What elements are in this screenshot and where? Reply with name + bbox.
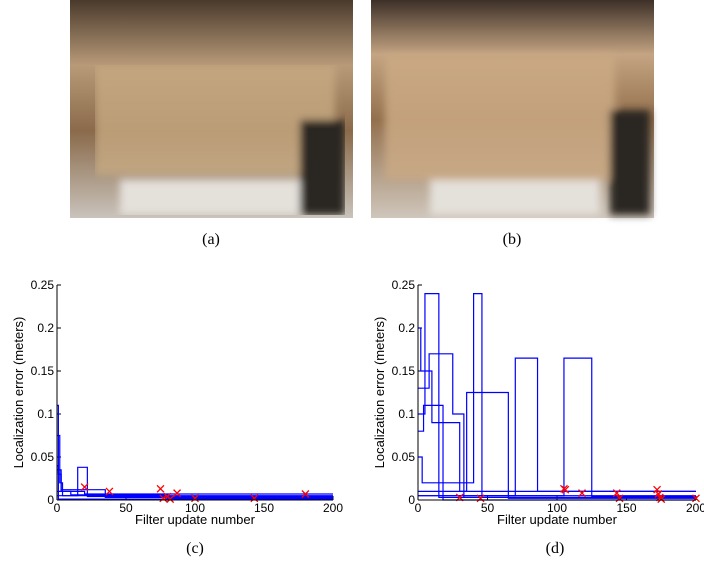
trial-line [418, 293, 696, 497]
y-tick-label: 0.1 [398, 407, 415, 421]
marker-stroke [156, 484, 165, 493]
marker-stroke [692, 494, 700, 503]
charts: 0 50 100 150 200 0 0.05 0.1 0.15 0.2 0.25 Filter up… [11, 278, 704, 527]
marker-stroke [612, 489, 621, 498]
end-marker [80, 483, 89, 492]
x-tick-label: 50 [481, 501, 495, 515]
photo-a [70, 0, 353, 218]
trial-line [57, 469, 333, 499]
trial-line [418, 353, 696, 499]
marker-stroke [615, 494, 624, 503]
marker-stroke [80, 483, 89, 492]
end-marker [166, 495, 175, 504]
end-marker [173, 489, 182, 498]
end-marker [476, 494, 485, 503]
end-marker [250, 494, 259, 503]
trial-line [418, 391, 696, 499]
end-marker [692, 494, 700, 503]
end-marker [653, 485, 662, 494]
y-tick-label: 0 [47, 493, 54, 507]
x-tick-label: 200 [686, 501, 704, 515]
marker-stroke [301, 490, 310, 498]
y-tick-label: 0.2 [37, 321, 54, 335]
caption: (b) [503, 231, 522, 248]
caption: (c) [186, 540, 204, 557]
y-axis-label: Localization error (meters) [372, 317, 387, 469]
y-tick-label: 0 [408, 493, 415, 507]
marker-stroke [653, 485, 662, 494]
y-tick-label: 0.05 [392, 450, 416, 464]
marker-stroke [654, 490, 663, 498]
marker-stroke [105, 487, 114, 496]
end-marker [578, 489, 586, 498]
end-marker [615, 494, 624, 503]
marker-stroke [159, 494, 168, 503]
photo-b [371, 0, 654, 218]
trial-line [57, 466, 333, 498]
x-tick-label: 50 [119, 501, 133, 515]
end-marker [105, 487, 114, 496]
trial-line [418, 327, 696, 492]
marker-stroke [657, 495, 666, 504]
y-axis-label: Localization error (meters) [11, 317, 26, 469]
x-tick-label: 200 [323, 501, 343, 515]
marker-stroke [191, 494, 199, 503]
x-tick-label: 0 [415, 501, 422, 515]
marker-stroke [561, 485, 570, 494]
caption: (d) [546, 540, 565, 557]
marker-stroke [476, 494, 485, 503]
end-marker [156, 484, 165, 493]
end-marker [159, 494, 168, 503]
caption: (a) [202, 231, 220, 248]
end-marker [657, 495, 666, 504]
y-tick-label: 0.15 [392, 364, 416, 378]
y-tick-label: 0.15 [31, 364, 55, 378]
x-tick-label: 0 [54, 501, 61, 515]
x-tick-label: 100 [547, 501, 567, 515]
trial-line [418, 357, 696, 498]
marker-stroke [173, 489, 182, 498]
y-tick-label: 0.1 [37, 407, 54, 421]
end-marker [301, 490, 310, 498]
x-tick-label: 100 [185, 501, 205, 515]
marker-stroke [250, 494, 259, 503]
marker-stroke [578, 489, 586, 498]
x-tick-label: 150 [616, 501, 636, 515]
y-tick-label: 0.25 [31, 278, 55, 292]
end-marker [191, 494, 199, 503]
x-axis-label: Filter update number [135, 512, 256, 527]
y-tick-label: 0.05 [31, 450, 55, 464]
trial-line [57, 404, 333, 495]
end-marker [612, 489, 621, 498]
y-tick-label: 0.25 [392, 278, 416, 292]
x-tick-label: 150 [254, 501, 274, 515]
marker-stroke [166, 495, 175, 504]
y-tick-label: 0.2 [398, 321, 415, 335]
end-marker [561, 485, 570, 494]
x-axis-label: Filter update number [497, 512, 618, 527]
trial-line [57, 434, 333, 497]
